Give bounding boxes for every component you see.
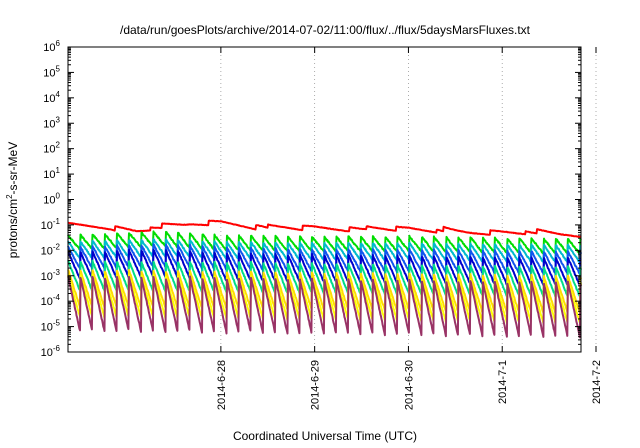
y-tick-label-exponent: 5 [56, 64, 61, 73]
y-tick-label: 100 [43, 192, 60, 207]
y-tick-label-exponent: -5 [53, 319, 61, 328]
y-tick-label: 106 [43, 39, 60, 54]
y-tick-label: 10-2 [41, 242, 61, 257]
y-tick-label-exponent: -4 [53, 293, 61, 302]
x-tick-label: 2014-7-2 [591, 360, 603, 404]
y-tick-label-base: 10 [41, 347, 53, 359]
series-line-8 [67, 275, 582, 339]
y-tick-label-base: 10 [41, 296, 53, 308]
x-tick-label: 2014-7-1 [497, 360, 509, 404]
y-tick-label-base: 10 [43, 144, 55, 156]
y-tick-label: 10-6 [41, 344, 61, 359]
series-line-6 [67, 268, 582, 315]
y-tick-label-base: 10 [43, 93, 55, 105]
series-line-0 [67, 219, 582, 238]
y-tick-label-base: 10 [43, 118, 55, 130]
y-axis-title-superscript: 2 [5, 194, 14, 199]
y-tick-label-exponent: -2 [53, 242, 61, 251]
y-tick-label-exponent: 4 [56, 90, 61, 99]
y-tick-label-exponent: 2 [56, 141, 61, 150]
y-tick-label: 104 [43, 90, 60, 105]
y-tick-label-exponent: 3 [56, 115, 61, 124]
y-tick-label: 10-5 [41, 319, 61, 334]
y-tick-label-base: 10 [43, 42, 55, 54]
y-tick-label: 103 [43, 115, 60, 130]
y-axis-title-rest: -s-sr-MeV [6, 142, 20, 195]
y-axis-ticks: 10-610-510-410-310-210-11001011021031041… [41, 39, 581, 359]
y-tick-label-exponent: 0 [56, 192, 61, 201]
y-tick-label-base: 10 [41, 322, 53, 334]
y-tick-label-base: 10 [43, 169, 55, 181]
series-line-5 [67, 259, 582, 298]
series-line-3 [67, 243, 582, 276]
x-tick-label: 2014-6-30 [403, 360, 415, 410]
x-tick-label: 2014-6-29 [310, 360, 322, 410]
y-tick-label: 101 [43, 166, 60, 181]
chart-title: /data/run/goesPlots/archive/2014-07-02/1… [120, 23, 531, 37]
y-tick-label-exponent: 6 [56, 39, 61, 48]
y-tick-label-base: 10 [43, 195, 55, 207]
y-tick-label-base: 10 [41, 271, 53, 283]
x-tick-label: 2014-6-28 [216, 360, 228, 410]
y-tick-label-exponent: -3 [53, 268, 61, 277]
y-tick-label-base: 10 [41, 220, 53, 232]
y-tick-label: 10-3 [41, 268, 61, 283]
y-tick-label-base: 10 [43, 67, 55, 79]
series-line-1 [67, 230, 582, 256]
grid-lines [220, 47, 597, 352]
y-tick-label-exponent: 1 [56, 166, 61, 175]
series-line-2 [67, 238, 582, 264]
x-axis-title: Coordinated Universal Time (UTC) [233, 429, 417, 443]
x-axis-ticks: 2014-6-28 2014-6-29 2014-6-30 2014-7-1 2014-… [216, 47, 603, 410]
series-line-4 [67, 248, 582, 287]
y-axis-title-main: protons/cm [6, 199, 20, 258]
y-tick-label: 102 [43, 141, 60, 156]
y-tick-label: 10-1 [41, 217, 61, 232]
y-tick-label: 10-4 [41, 293, 61, 308]
y-tick-label-base: 10 [41, 245, 53, 257]
series-layer [67, 219, 582, 339]
y-tick-label: 105 [43, 64, 60, 79]
y-axis-title: protons/cm2-s-sr-MeV [5, 142, 20, 258]
y-tick-label-exponent: -6 [53, 344, 61, 353]
y-tick-label-exponent: -1 [53, 217, 61, 226]
